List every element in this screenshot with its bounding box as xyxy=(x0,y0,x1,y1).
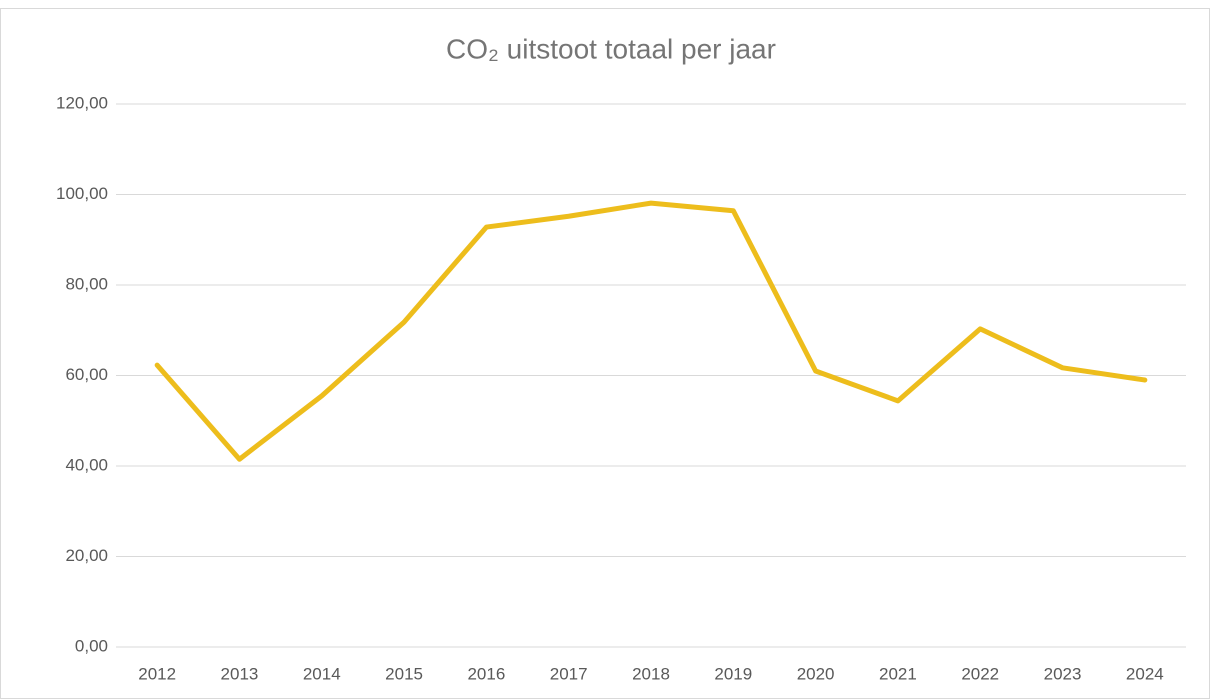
x-tick-label: 2015 xyxy=(385,664,423,683)
y-tick-label: 100,00 xyxy=(56,184,108,203)
x-tick-label: 2020 xyxy=(797,664,835,683)
x-tick-label: 2024 xyxy=(1126,664,1164,683)
x-tick-label: 2016 xyxy=(467,664,505,683)
x-tick-label: 2019 xyxy=(714,664,752,683)
chart-title: CO₂ uitstoot totaal per jaar xyxy=(446,33,776,64)
chart-border xyxy=(0,8,1210,699)
x-tick-label: 2017 xyxy=(550,664,588,683)
y-tick-label: 80,00 xyxy=(65,274,108,293)
x-tick-label: 2012 xyxy=(138,664,176,683)
y-tick-label: 20,00 xyxy=(65,546,108,565)
y-tick-label: 120,00 xyxy=(56,93,108,112)
data-line xyxy=(154,200,1148,462)
x-tick-label: 2023 xyxy=(1044,664,1082,683)
x-tick-label: 2022 xyxy=(961,664,999,683)
y-tick-label: 40,00 xyxy=(65,455,108,474)
x-tick-label: 2021 xyxy=(879,664,917,683)
x-tick-label: 2013 xyxy=(221,664,259,683)
x-tick-label: 2018 xyxy=(632,664,670,683)
y-tick-label: 0,00 xyxy=(75,636,108,655)
x-tick-label: 2014 xyxy=(303,664,341,683)
y-tick-label: 60,00 xyxy=(65,365,108,384)
